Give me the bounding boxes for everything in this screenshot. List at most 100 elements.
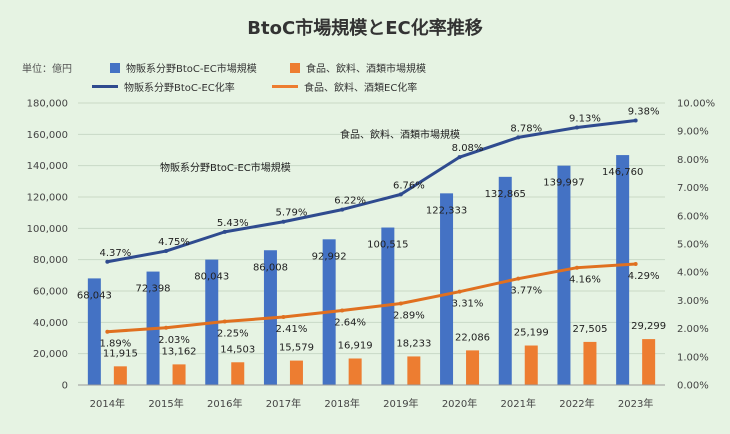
data-label-food-ec-rate: 1.89% — [99, 339, 131, 350]
x-tick-label: 2015年 — [148, 397, 183, 410]
bar-physical — [557, 165, 571, 385]
bar-food — [289, 360, 303, 385]
bar-food — [466, 350, 480, 385]
legend-swatch-food-bar — [290, 63, 300, 73]
bar-food — [172, 364, 186, 385]
bar-food — [407, 356, 421, 385]
y-left-tick-label: 100,000 — [27, 224, 68, 235]
y-left-tick-label: 40,000 — [33, 318, 68, 329]
bar-physical — [87, 278, 101, 385]
legend-label-food-line: 食品、飲料、酒類EC化率 — [304, 83, 418, 94]
x-tick-label: 2019年 — [383, 397, 418, 410]
point-food-ec-rate — [340, 308, 345, 313]
point-physical-ec-rate — [398, 192, 403, 197]
data-label-physical-ec-rate: 9.38% — [628, 106, 660, 117]
point-food-ec-rate — [633, 262, 638, 267]
data-label-food-market: 29,299 — [631, 321, 666, 332]
legend-swatch-food-line — [272, 85, 298, 88]
data-label-food-ec-rate: 2.89% — [393, 311, 425, 322]
data-label-food-market: 27,505 — [572, 324, 607, 335]
data-label-physical-market: 139,997 — [543, 178, 584, 189]
data-labels: 68,043 72,398 80,043 86,008 92,992 100,515 122… — [77, 106, 666, 359]
x-tick-label: 2016年 — [207, 397, 242, 410]
y-right-tick-label: 3.00% — [677, 296, 709, 307]
data-label-physical-market: 146,760 — [602, 167, 643, 178]
x-tick-label: 2017年 — [266, 397, 301, 410]
y-right-tick-label: 10.00% — [677, 99, 715, 110]
data-label-physical-ec-rate: 4.75% — [158, 237, 190, 248]
y-right-tick-label: 9.00% — [677, 127, 709, 138]
data-label-food-market: 22,086 — [455, 332, 490, 343]
data-label-food-market: 14,503 — [220, 344, 255, 355]
data-label-food-ec-rate: 4.29% — [628, 271, 660, 282]
data-label-physical-ec-rate: 4.37% — [99, 248, 131, 259]
data-label-physical-ec-rate: 8.78% — [510, 123, 542, 134]
y-right-tick-label: 0.00% — [677, 381, 709, 392]
legend-label-physical-bar: 物販系分野BtoC-EC市場規模 — [126, 64, 257, 75]
data-label-food-ec-rate: 3.31% — [452, 299, 484, 310]
y-left-tick-label: 60,000 — [33, 287, 68, 298]
point-physical-ec-rate — [457, 155, 462, 160]
legend-physical-bar: 物販系分野BtoC-EC市場規模 — [110, 60, 257, 75]
point-physical-ec-rate — [164, 249, 169, 254]
y-left-tick-label: 80,000 — [33, 255, 68, 266]
data-label-physical-ec-rate: 5.79% — [276, 208, 308, 219]
point-food-ec-rate — [281, 315, 286, 320]
point-physical-ec-rate — [516, 135, 521, 140]
y-left-tick-label: 0 — [62, 381, 68, 392]
x-tick-label: 2014年 — [90, 397, 125, 410]
point-food-ec-rate — [516, 276, 521, 281]
annotation-physical-market: 物販系分野BtoC-EC市場規模 — [160, 161, 291, 174]
data-label-food-ec-rate: 2.25% — [217, 329, 249, 340]
bar-food — [583, 341, 597, 385]
legend-physical-line: 物販系分野BtoC-EC化率 — [92, 79, 235, 94]
data-label-food-ec-rate: 3.77% — [510, 286, 542, 297]
data-label-physical-market: 72,398 — [136, 284, 171, 295]
data-label-food-market: 11,915 — [103, 348, 138, 359]
line-physical-ec-rate — [107, 118, 636, 264]
data-label-physical-ec-rate: 8.08% — [452, 143, 484, 154]
annotation-food-market: 食品、飲料、酒類市場規模 — [340, 128, 460, 141]
point-food-ec-rate — [457, 289, 462, 294]
chart-title: BtoC市場規模とEC化率推移 — [247, 18, 483, 39]
point-physical-ec-rate — [222, 229, 227, 234]
y-right-tick-label: 2.00% — [677, 324, 709, 335]
y-right-tick-label: 5.00% — [677, 240, 709, 251]
x-tick-label: 2021年 — [501, 397, 536, 410]
legend-label-food-bar: 食品、飲料、酒類市場規模 — [306, 64, 426, 75]
line-food-ec-rate — [107, 262, 636, 334]
data-label-physical-market: 80,043 — [194, 272, 229, 283]
point-food-ec-rate — [398, 301, 403, 306]
point-physical-ec-rate — [281, 219, 286, 224]
y-left-tick-label: 20,000 — [33, 349, 68, 360]
data-label-physical-market: 92,992 — [312, 251, 347, 262]
data-label-food-market: 15,579 — [279, 343, 314, 354]
data-label-physical-market: 122,333 — [426, 205, 467, 216]
point-food-ec-rate — [105, 329, 110, 334]
bar-physical — [616, 155, 630, 385]
data-label-food-market: 18,233 — [396, 338, 431, 349]
bar-physical — [440, 193, 454, 385]
bar-food — [642, 339, 656, 385]
x-tick-label: 2020年 — [442, 397, 477, 410]
data-label-food-ec-rate: 4.16% — [569, 275, 601, 286]
legend-food-bar: 食品、飲料、酒類市場規模 — [290, 60, 426, 75]
y-right-tick-label: 6.00% — [677, 211, 709, 222]
legend-food-line: 食品、飲料、酒類EC化率 — [272, 79, 417, 94]
point-food-ec-rate — [164, 325, 169, 330]
y-left-tick-label: 140,000 — [27, 161, 68, 172]
axes: 0 20,000 40,000 60,000 80,000 100,000 120,000 1… — [27, 99, 716, 411]
data-label-physical-ec-rate: 5.43% — [217, 218, 249, 229]
y-right-tick-label: 4.00% — [677, 268, 709, 279]
bar-food — [524, 345, 538, 385]
data-label-physical-market: 86,008 — [253, 262, 288, 273]
legend-swatch-physical-bar — [110, 63, 120, 73]
y-right-tick-label: 1.00% — [677, 352, 709, 363]
x-tick-label: 2018年 — [324, 397, 359, 410]
point-physical-ec-rate — [340, 207, 345, 212]
point-physical-ec-rate — [574, 125, 579, 130]
data-label-physical-ec-rate: 6.76% — [393, 180, 425, 191]
point-physical-ec-rate — [633, 118, 638, 123]
y-left-tick-label: 160,000 — [27, 130, 68, 141]
